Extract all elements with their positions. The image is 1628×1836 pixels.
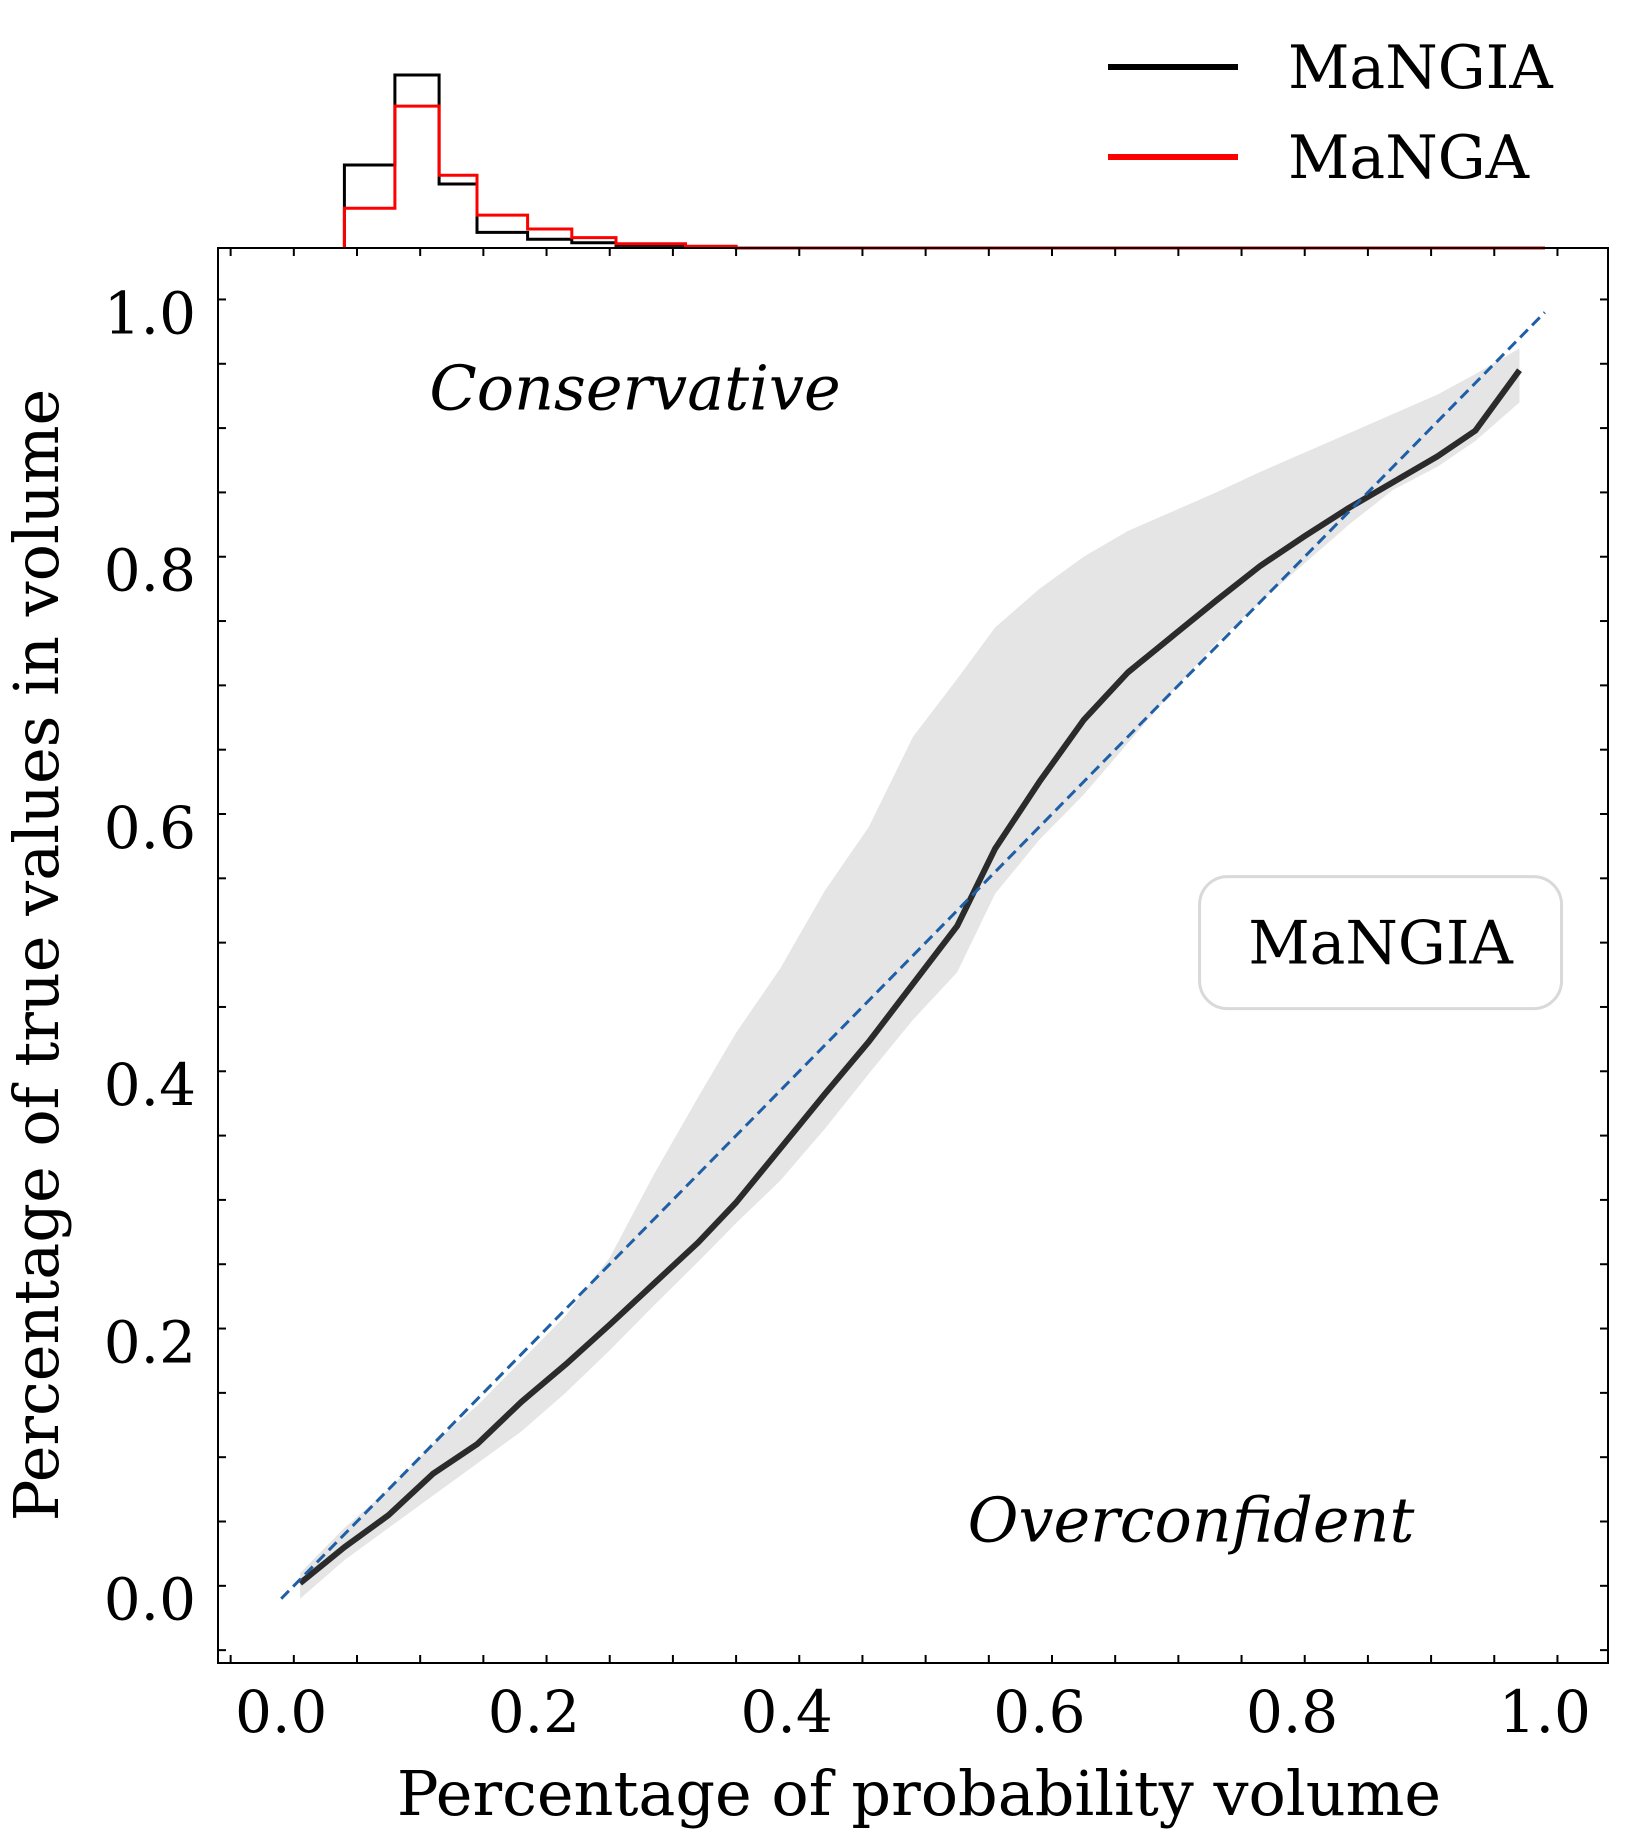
histogram-manga [342,104,1545,250]
conservative-annotation: Conservative [429,352,840,425]
legend: MaNGIA MaNGA [1108,33,1553,193]
y-tick-label: 0.8 [104,537,196,605]
y-tick-label: 0.2 [104,1308,196,1376]
y-tick-label: 0.4 [104,1051,196,1119]
y-tick-label: 1.0 [104,279,196,347]
y-axis-label: Percentage of true values in volume [0,389,73,1521]
plot-frame [217,247,1609,1664]
legend-label: MaNGIA [1288,33,1553,103]
plot-data [280,311,1546,1600]
x-tick-label: 0.2 [488,1678,580,1746]
uncertainty-band [300,348,1520,1599]
x-axis-label: Percentage of probability volume [397,1757,1441,1830]
main-plot: 0.0 0.0 0.2 0.2 0.4 0.4 0.6 0.6 0.8 0.8 1.0 1.0 Con… [0,247,1609,1830]
overconfident-annotation: Overconfident [968,1484,1415,1557]
legend-label: MaNGA [1288,123,1530,193]
y-tick-label: 0.6 [104,794,196,862]
x-tick-label: 0.8 [1246,1678,1338,1746]
label-box [1198,875,1564,1011]
annotations: Conservative Overconfident MaNGIA [429,352,1564,1557]
dataset-label: MaNGIA [1248,909,1513,979]
y-tick-label: 0.0 [104,1566,196,1634]
identity-line [280,311,1546,1600]
x-tick-label: 1.0 [1499,1678,1591,1746]
x-tick-label: 0.0 [235,1678,327,1746]
x-tick-label: 0.4 [741,1678,833,1746]
calibration-line [298,368,1522,1586]
axis-ticks: 0.0 0.0 0.2 0.2 0.4 0.4 0.6 0.6 0.8 0.8 1.0 1.0 [104,248,1608,1746]
x-tick-label: 0.6 [993,1678,1085,1746]
